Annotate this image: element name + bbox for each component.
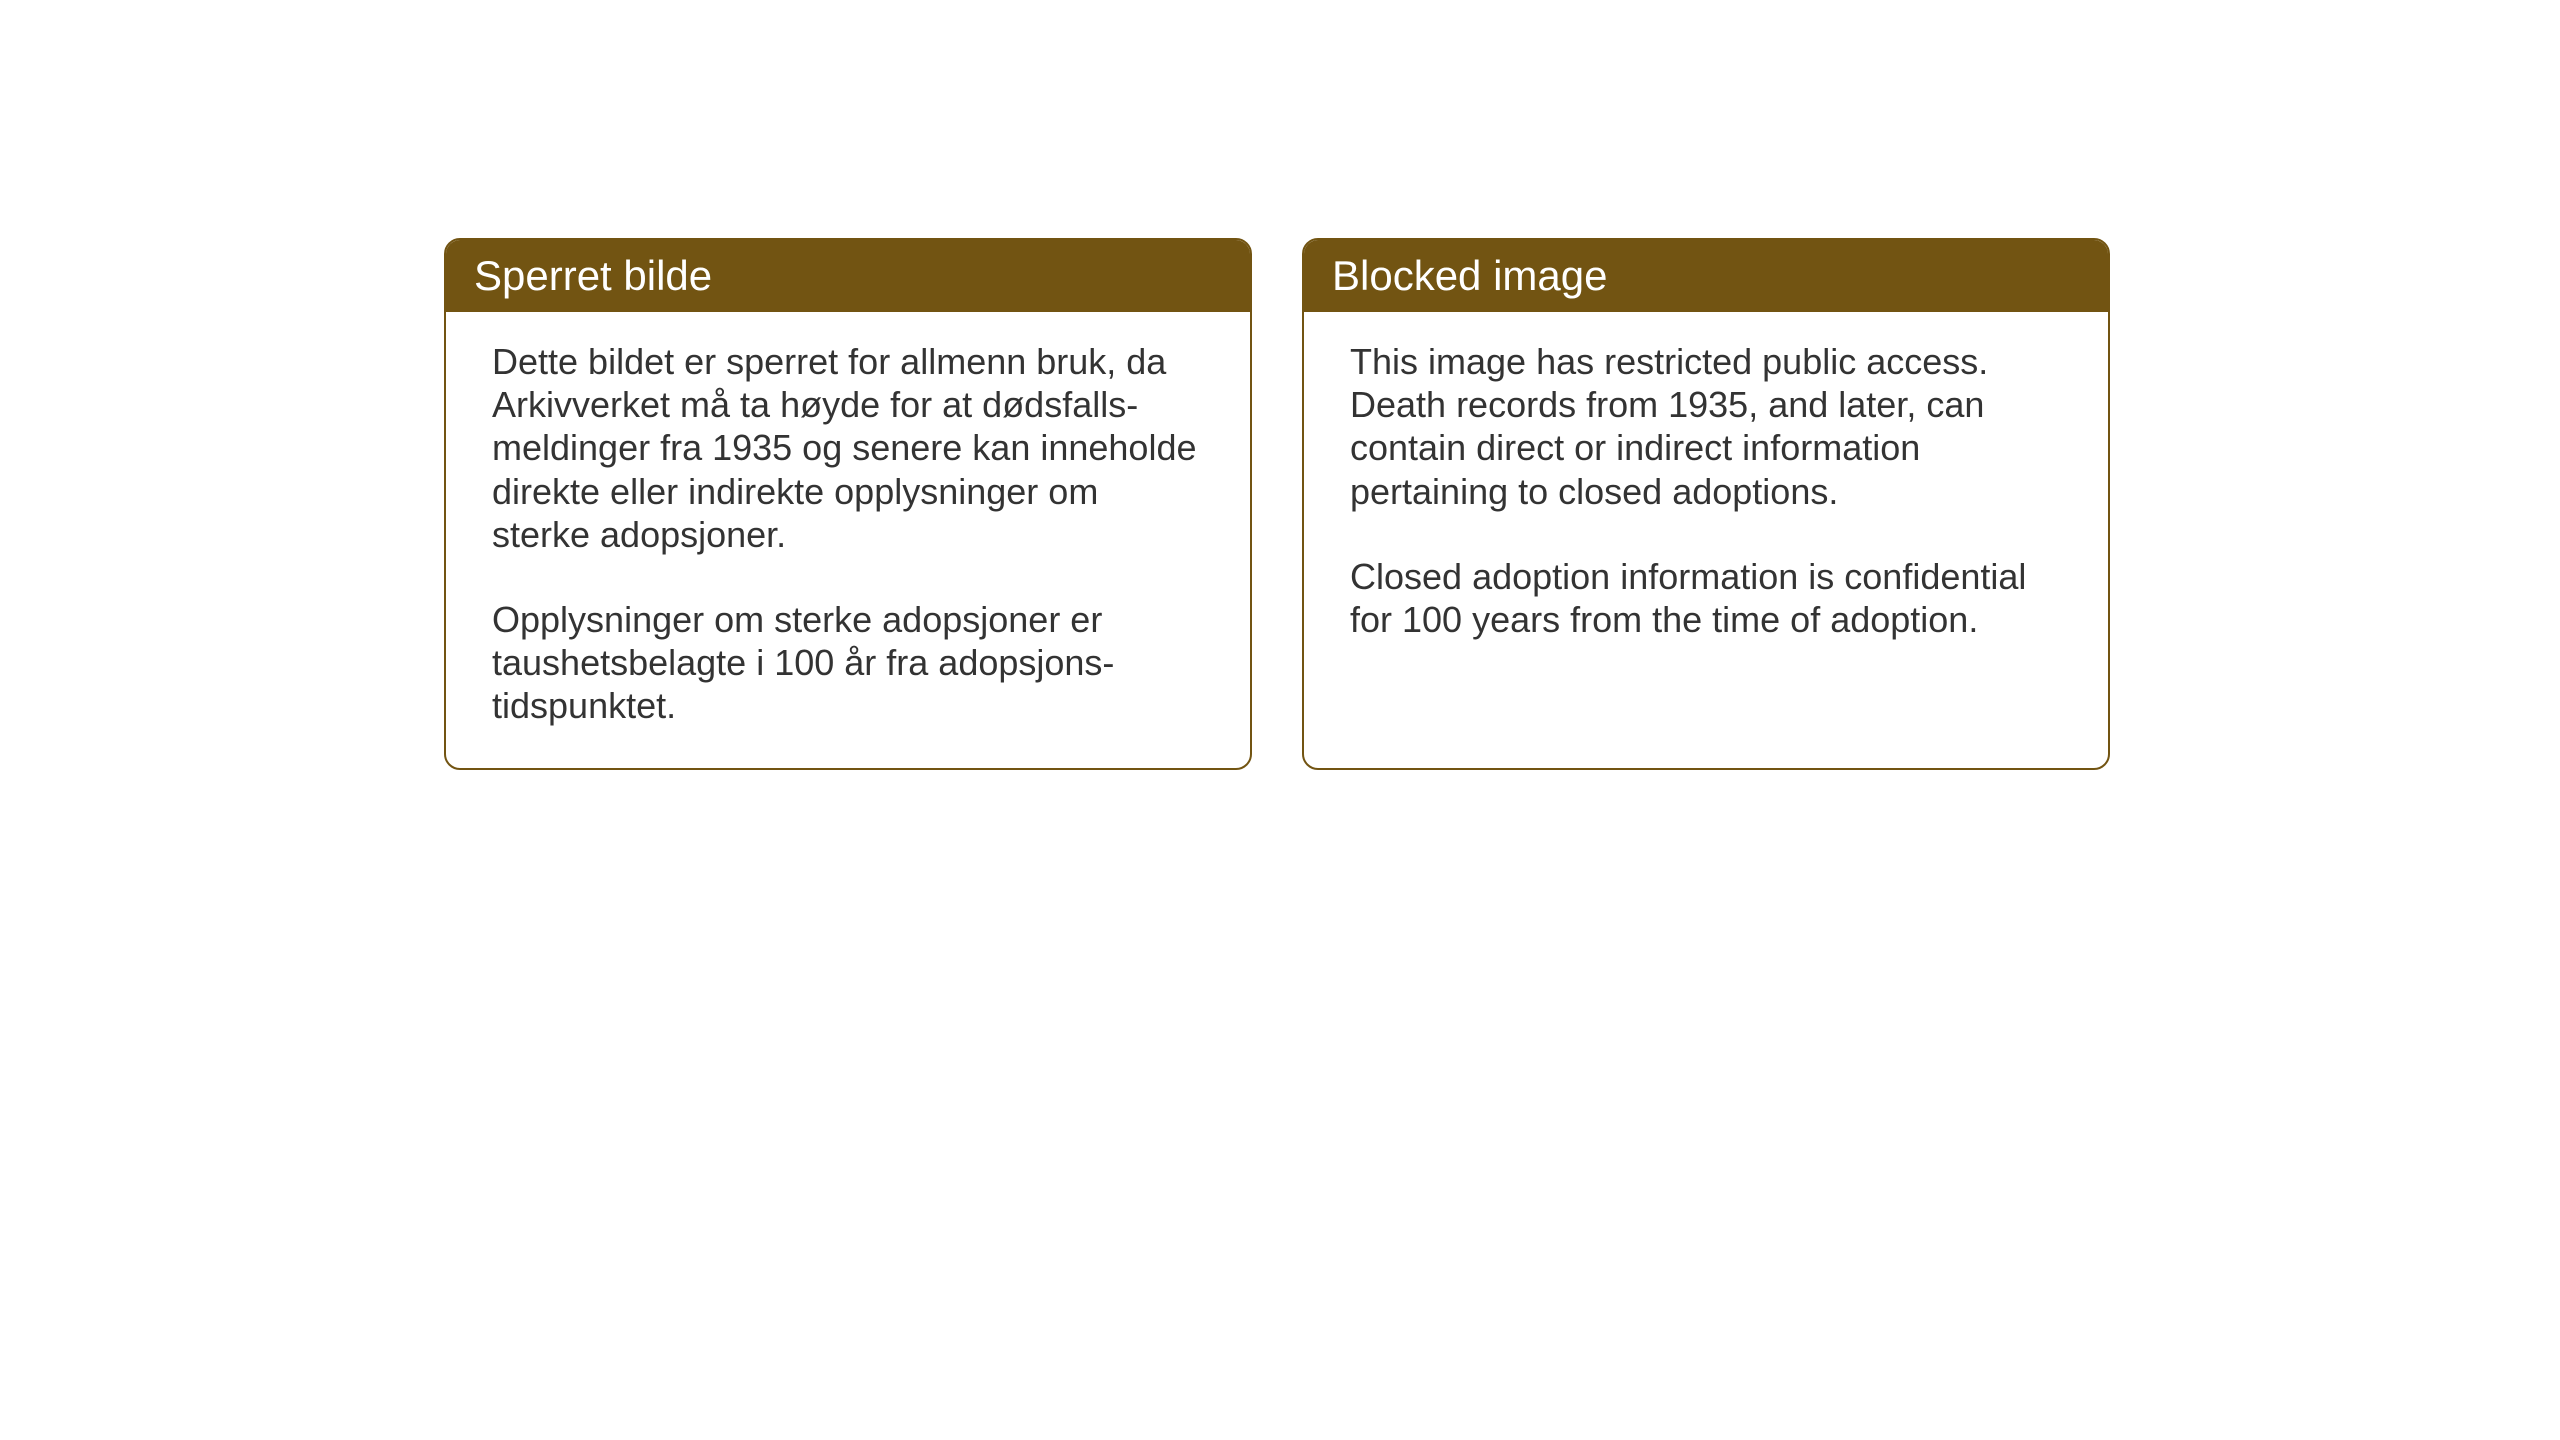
english-para-2: Closed adoption information is confident…	[1350, 555, 2062, 641]
norwegian-card-body: Dette bildet er sperret for allmenn bruk…	[446, 312, 1250, 768]
norwegian-para-1: Dette bildet er sperret for allmenn bruk…	[492, 340, 1204, 556]
norwegian-para-2: Opplysninger om sterke adopsjoner er tau…	[492, 598, 1204, 728]
norwegian-card-title: Sperret bilde	[474, 252, 1222, 300]
norwegian-notice-card: Sperret bilde Dette bildet er sperret fo…	[444, 238, 1252, 770]
norwegian-card-header: Sperret bilde	[446, 240, 1250, 312]
notice-cards-container: Sperret bilde Dette bildet er sperret fo…	[444, 238, 2110, 770]
english-card-body: This image has restricted public access.…	[1304, 312, 2108, 681]
english-card-title: Blocked image	[1332, 252, 2080, 300]
english-card-header: Blocked image	[1304, 240, 2108, 312]
english-notice-card: Blocked image This image has restricted …	[1302, 238, 2110, 770]
english-para-1: This image has restricted public access.…	[1350, 340, 2062, 513]
